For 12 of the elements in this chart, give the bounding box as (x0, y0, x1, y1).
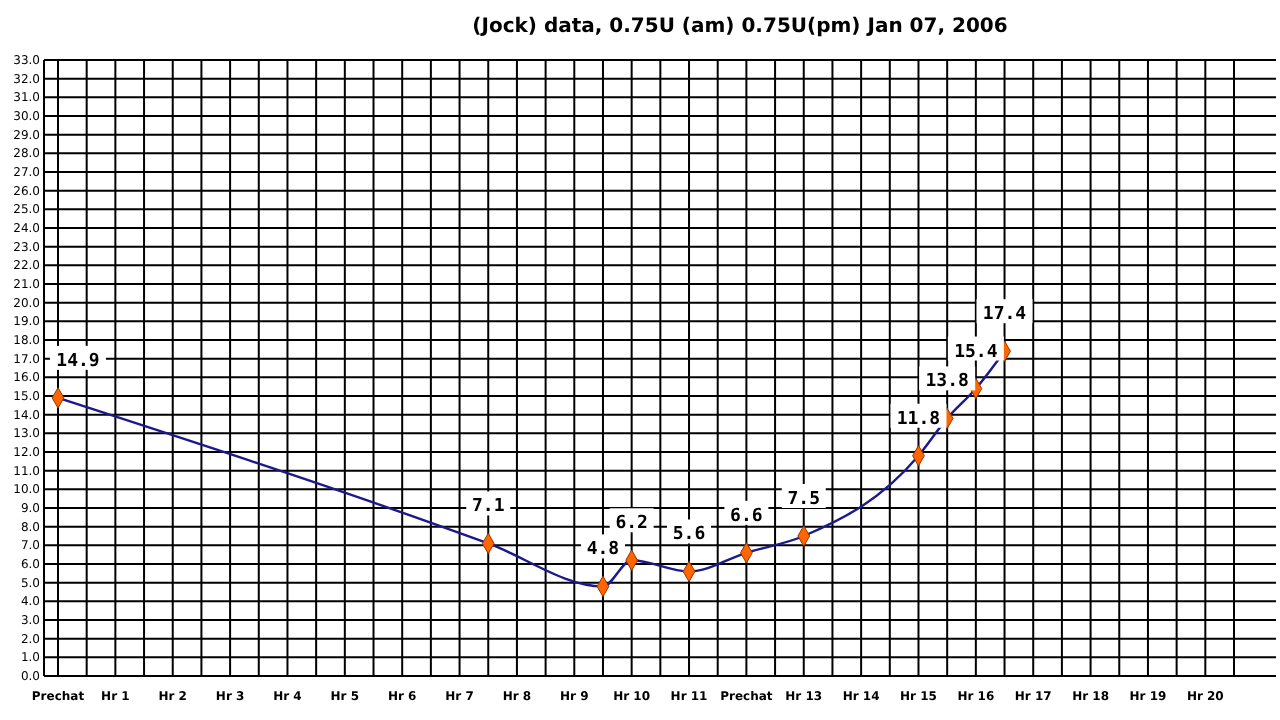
data-label: 7.5 (787, 490, 821, 510)
data-label: 15.4 (954, 342, 999, 363)
data-label: 14.9 (56, 351, 100, 372)
data-label: 7.1 (471, 497, 505, 518)
data-label: 11.8 (896, 409, 941, 430)
data-label: 5.6 (672, 525, 706, 546)
data-label: 4.8 (586, 540, 620, 561)
data-label: 6.6 (730, 506, 763, 527)
chart-title: (Jock) data, 0.75U (am) 0.75U(pm) Jan 07, 2006 (472, 16, 1008, 38)
data-label: 17.4 (982, 305, 1028, 326)
data-label: 6.2 (615, 514, 648, 535)
data-label: 13.8 (925, 372, 969, 393)
